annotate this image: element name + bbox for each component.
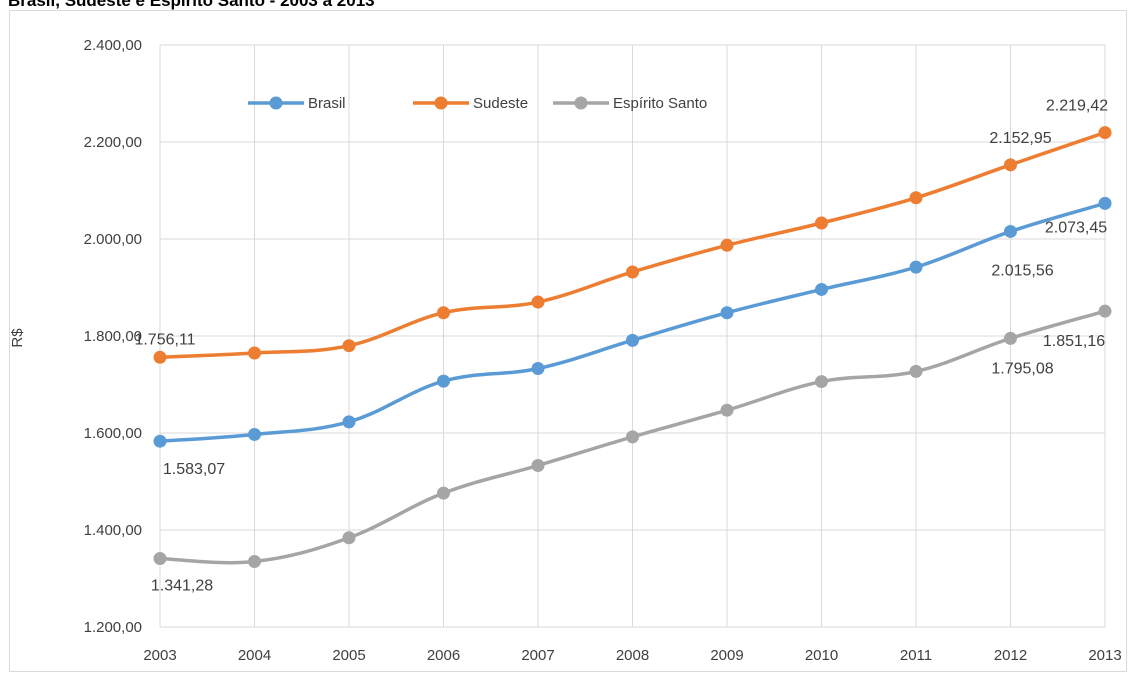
data-label: 1.851,16	[1043, 333, 1105, 350]
data-point	[909, 191, 923, 205]
data-point	[437, 374, 450, 388]
data-point	[342, 339, 356, 353]
series-points	[153, 126, 1112, 569]
data-point	[720, 403, 734, 417]
y-tick-label: 2.000,00	[84, 231, 142, 248]
data-point	[248, 555, 261, 569]
data-point	[909, 364, 923, 378]
data-point	[153, 350, 167, 364]
data-point	[815, 375, 828, 389]
data-point	[626, 265, 639, 279]
x-tick-label: 2011	[900, 647, 932, 664]
data-point	[815, 216, 828, 230]
data-label: 1.583,07	[163, 461, 225, 478]
data-label: 2.219,42	[1046, 98, 1108, 115]
data-label: 1.341,28	[151, 577, 213, 594]
legend-entry-label: Sudeste	[473, 95, 528, 112]
legend-entry-label: Espírito Santo	[613, 95, 707, 112]
data-point	[626, 430, 639, 444]
data-point	[720, 306, 734, 320]
data-point	[531, 458, 545, 472]
y-tick-label: 1.400,00	[84, 522, 142, 539]
y-tick-label: 1.600,00	[84, 425, 142, 442]
y-tick-label: 1.200,00	[84, 619, 142, 636]
legend-swatch-marker	[269, 96, 283, 110]
data-label: 2.015,56	[991, 262, 1053, 279]
data-point	[1004, 331, 1017, 345]
data-point	[909, 260, 923, 274]
data-point	[626, 333, 639, 347]
data-point	[1004, 224, 1017, 238]
legend-entry-label: Brasil	[308, 95, 346, 112]
data-point	[1004, 158, 1017, 172]
x-tick-label: 2008	[616, 647, 649, 664]
data-point	[437, 486, 450, 500]
legend-swatch-marker	[434, 96, 448, 110]
data-point	[1098, 126, 1112, 140]
legend: Brasil Sudeste Espírito Santo	[248, 95, 707, 112]
data-point	[248, 427, 261, 441]
x-tick-label: 2003	[143, 647, 176, 664]
y-tick-label: 1.800,00	[84, 328, 142, 345]
chart-title: Brasil, Sudeste e Espírito Santo - 2003 …	[8, 0, 375, 10]
data-point	[1098, 304, 1112, 318]
data-point	[531, 295, 545, 309]
data-point	[342, 415, 356, 429]
x-tick-label: 2009	[710, 647, 743, 664]
y-tick-label: 2.400,00	[84, 37, 142, 54]
data-point	[720, 238, 734, 252]
x-tick-label: 2005	[332, 647, 365, 664]
data-point	[248, 346, 261, 360]
legend-swatch-marker	[574, 96, 588, 110]
data-label: 2.073,45	[1045, 219, 1107, 236]
data-label: 1.756,11	[134, 331, 195, 348]
y-tick-label: 2.200,00	[84, 134, 142, 151]
x-tick-label: 2010	[805, 647, 838, 664]
data-labels: 1.756,11 2.152,95 2.219,42 1.583,07 2.015,56…	[134, 98, 1108, 595]
x-tick-label: 2013	[1088, 647, 1121, 664]
chart-frame	[9, 10, 1127, 672]
data-label: 1.795,08	[991, 360, 1053, 377]
data-label: 2.152,95	[989, 130, 1051, 147]
x-tick-label: 2004	[238, 647, 271, 664]
data-point	[815, 282, 828, 296]
x-tick-labels: 2003 2004 2005 2006 2007 2008 2009 2010 2011 2012…	[143, 647, 1121, 664]
x-tick-label: 2012	[994, 647, 1027, 664]
x-tick-label: 2007	[521, 647, 554, 664]
data-point	[1098, 196, 1112, 210]
data-point	[153, 551, 167, 565]
y-tick-labels: 1.200,00 1.400,00 1.600,00 1.800,00 2.000,00…	[84, 37, 142, 636]
y-axis-label: R$	[9, 328, 26, 348]
x-tick-label: 2006	[427, 647, 460, 664]
data-point	[153, 434, 167, 448]
data-point	[437, 306, 450, 320]
data-point	[531, 361, 545, 375]
data-point	[342, 531, 356, 545]
